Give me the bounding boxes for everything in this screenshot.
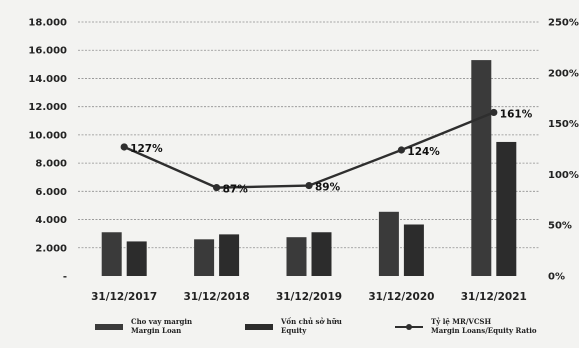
- y-right-tick: 100%: [548, 170, 579, 181]
- ratio-data-label: 127%: [130, 143, 163, 155]
- legend-label: Margin Loans/Equity Ratio: [431, 326, 537, 335]
- category-label: 31/12/2020: [368, 291, 434, 303]
- y-left-tick: 14.000: [28, 74, 67, 85]
- legend-swatch: [245, 324, 273, 330]
- legend-label: Margin Loan: [131, 326, 181, 335]
- y-left-tick: 2.000: [35, 243, 67, 254]
- y-right-tick: 150%: [548, 119, 579, 130]
- y-right-tick: 250%: [548, 18, 579, 29]
- ratio-data-label: 161%: [500, 108, 533, 120]
- ratio-point: [213, 184, 221, 192]
- legend-swatch: [95, 324, 123, 330]
- ratio-point: [397, 146, 405, 154]
- ratio-data-label: 89%: [315, 182, 341, 194]
- y-left-tick: 18.000: [28, 18, 67, 29]
- y-left-tick: -: [63, 272, 67, 283]
- bar-equity: [219, 234, 240, 276]
- ratio-point: [305, 181, 313, 190]
- legend-label: Vốn chủ sở hữu: [280, 317, 342, 326]
- y-right-tick: 50%: [548, 221, 572, 232]
- bar-margin-loan: [471, 60, 492, 276]
- category-label: 31/12/2018: [184, 291, 250, 303]
- ratio-line: 127% 87% 89% 124% 161%: [120, 108, 533, 196]
- bar-margin-loan: [286, 237, 307, 276]
- y-right-tick: 200%: [548, 68, 579, 79]
- y-left-tick: 6.000: [35, 187, 67, 198]
- category-label: 31/12/2019: [276, 291, 342, 303]
- legend-label: Cho vay margin: [131, 317, 192, 326]
- y-left-tick: 4.000: [35, 215, 67, 226]
- bars: [101, 60, 517, 276]
- legend-marker: [406, 324, 412, 330]
- legend-label: Tỷ lệ MR/VCSH: [431, 317, 491, 326]
- category-label: 31/12/2021: [461, 291, 527, 303]
- bar-margin-loan: [101, 232, 122, 276]
- y-left-tick: 16.000: [28, 46, 67, 57]
- gridlines: [78, 21, 540, 249]
- bar-equity: [403, 224, 424, 276]
- ratio-point: [120, 143, 128, 151]
- ratio-point: [490, 108, 498, 117]
- y-right-tick: 0%: [548, 272, 565, 283]
- ratio-data-label: 87%: [223, 184, 249, 196]
- y-left-tick: 8.000: [35, 159, 67, 170]
- legend-label: Equity: [281, 326, 307, 335]
- ratio-data-label: 124%: [407, 146, 440, 158]
- bar-equity: [126, 241, 147, 276]
- bar-equity: [311, 232, 332, 276]
- y-left-tick: 10.000: [28, 130, 67, 141]
- y-left-tick: 12.000: [28, 102, 67, 113]
- category-label: 31/12/2017: [91, 291, 157, 303]
- bar-equity: [496, 141, 517, 276]
- bar-margin-loan: [378, 211, 399, 276]
- bar-margin-loan: [194, 239, 215, 276]
- right-axis-ticks: 0% 50% 100% 150% 200% 250%: [548, 18, 579, 283]
- left-axis-ticks: - 2.000 4.000 6.000 8.000 10.000 12.000 14.000 1…: [28, 18, 67, 283]
- category-labels: 31/12/2017 31/12/2018 31/12/2019 31/12/2020…: [91, 291, 527, 303]
